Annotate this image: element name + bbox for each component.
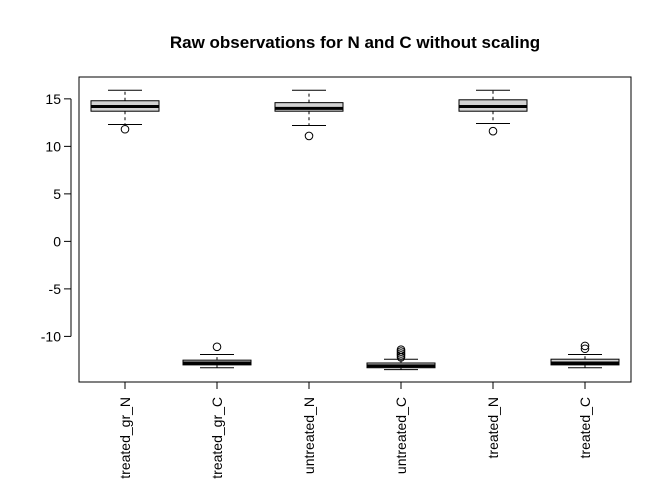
y-tick-label: 15 — [45, 91, 61, 107]
outlier-point — [304, 131, 314, 141]
y-tick-label: 10 — [45, 138, 61, 154]
chart-title: Raw observations for N and C without sca… — [170, 33, 540, 52]
box-group — [550, 341, 620, 369]
y-tick-label: 5 — [53, 186, 61, 202]
outlier-point — [580, 341, 590, 351]
x-tick-label: treated_gr_N — [117, 397, 133, 479]
y-tick-label: -5 — [49, 281, 62, 297]
outlier-point — [488, 126, 498, 136]
plot-frame — [78, 76, 632, 383]
y-tick-label: -10 — [41, 328, 61, 344]
x-tick-label: treated_C — [577, 397, 593, 458]
x-tick-label: treated_N — [485, 397, 501, 458]
box-group — [366, 345, 436, 371]
box-group — [182, 342, 252, 369]
y-axis: 15 10 5 0 -5 -10 — [41, 91, 72, 344]
box-group — [458, 89, 528, 136]
outlier-point — [580, 344, 590, 354]
box-series — [90, 89, 620, 371]
x-tick-label: treated_gr_C — [209, 397, 225, 479]
y-tick-label: 0 — [53, 233, 61, 249]
outlier-point — [396, 345, 406, 354]
outlier-point — [212, 342, 222, 352]
x-tick-label: untreated_N — [301, 397, 317, 474]
box-group — [274, 89, 344, 141]
box-group — [90, 89, 160, 134]
x-tick-label: untreated_C — [393, 397, 409, 474]
outlier-point — [120, 124, 130, 134]
x-axis: treated_gr_N treated_gr_C untreated_N untre… — [117, 382, 593, 479]
